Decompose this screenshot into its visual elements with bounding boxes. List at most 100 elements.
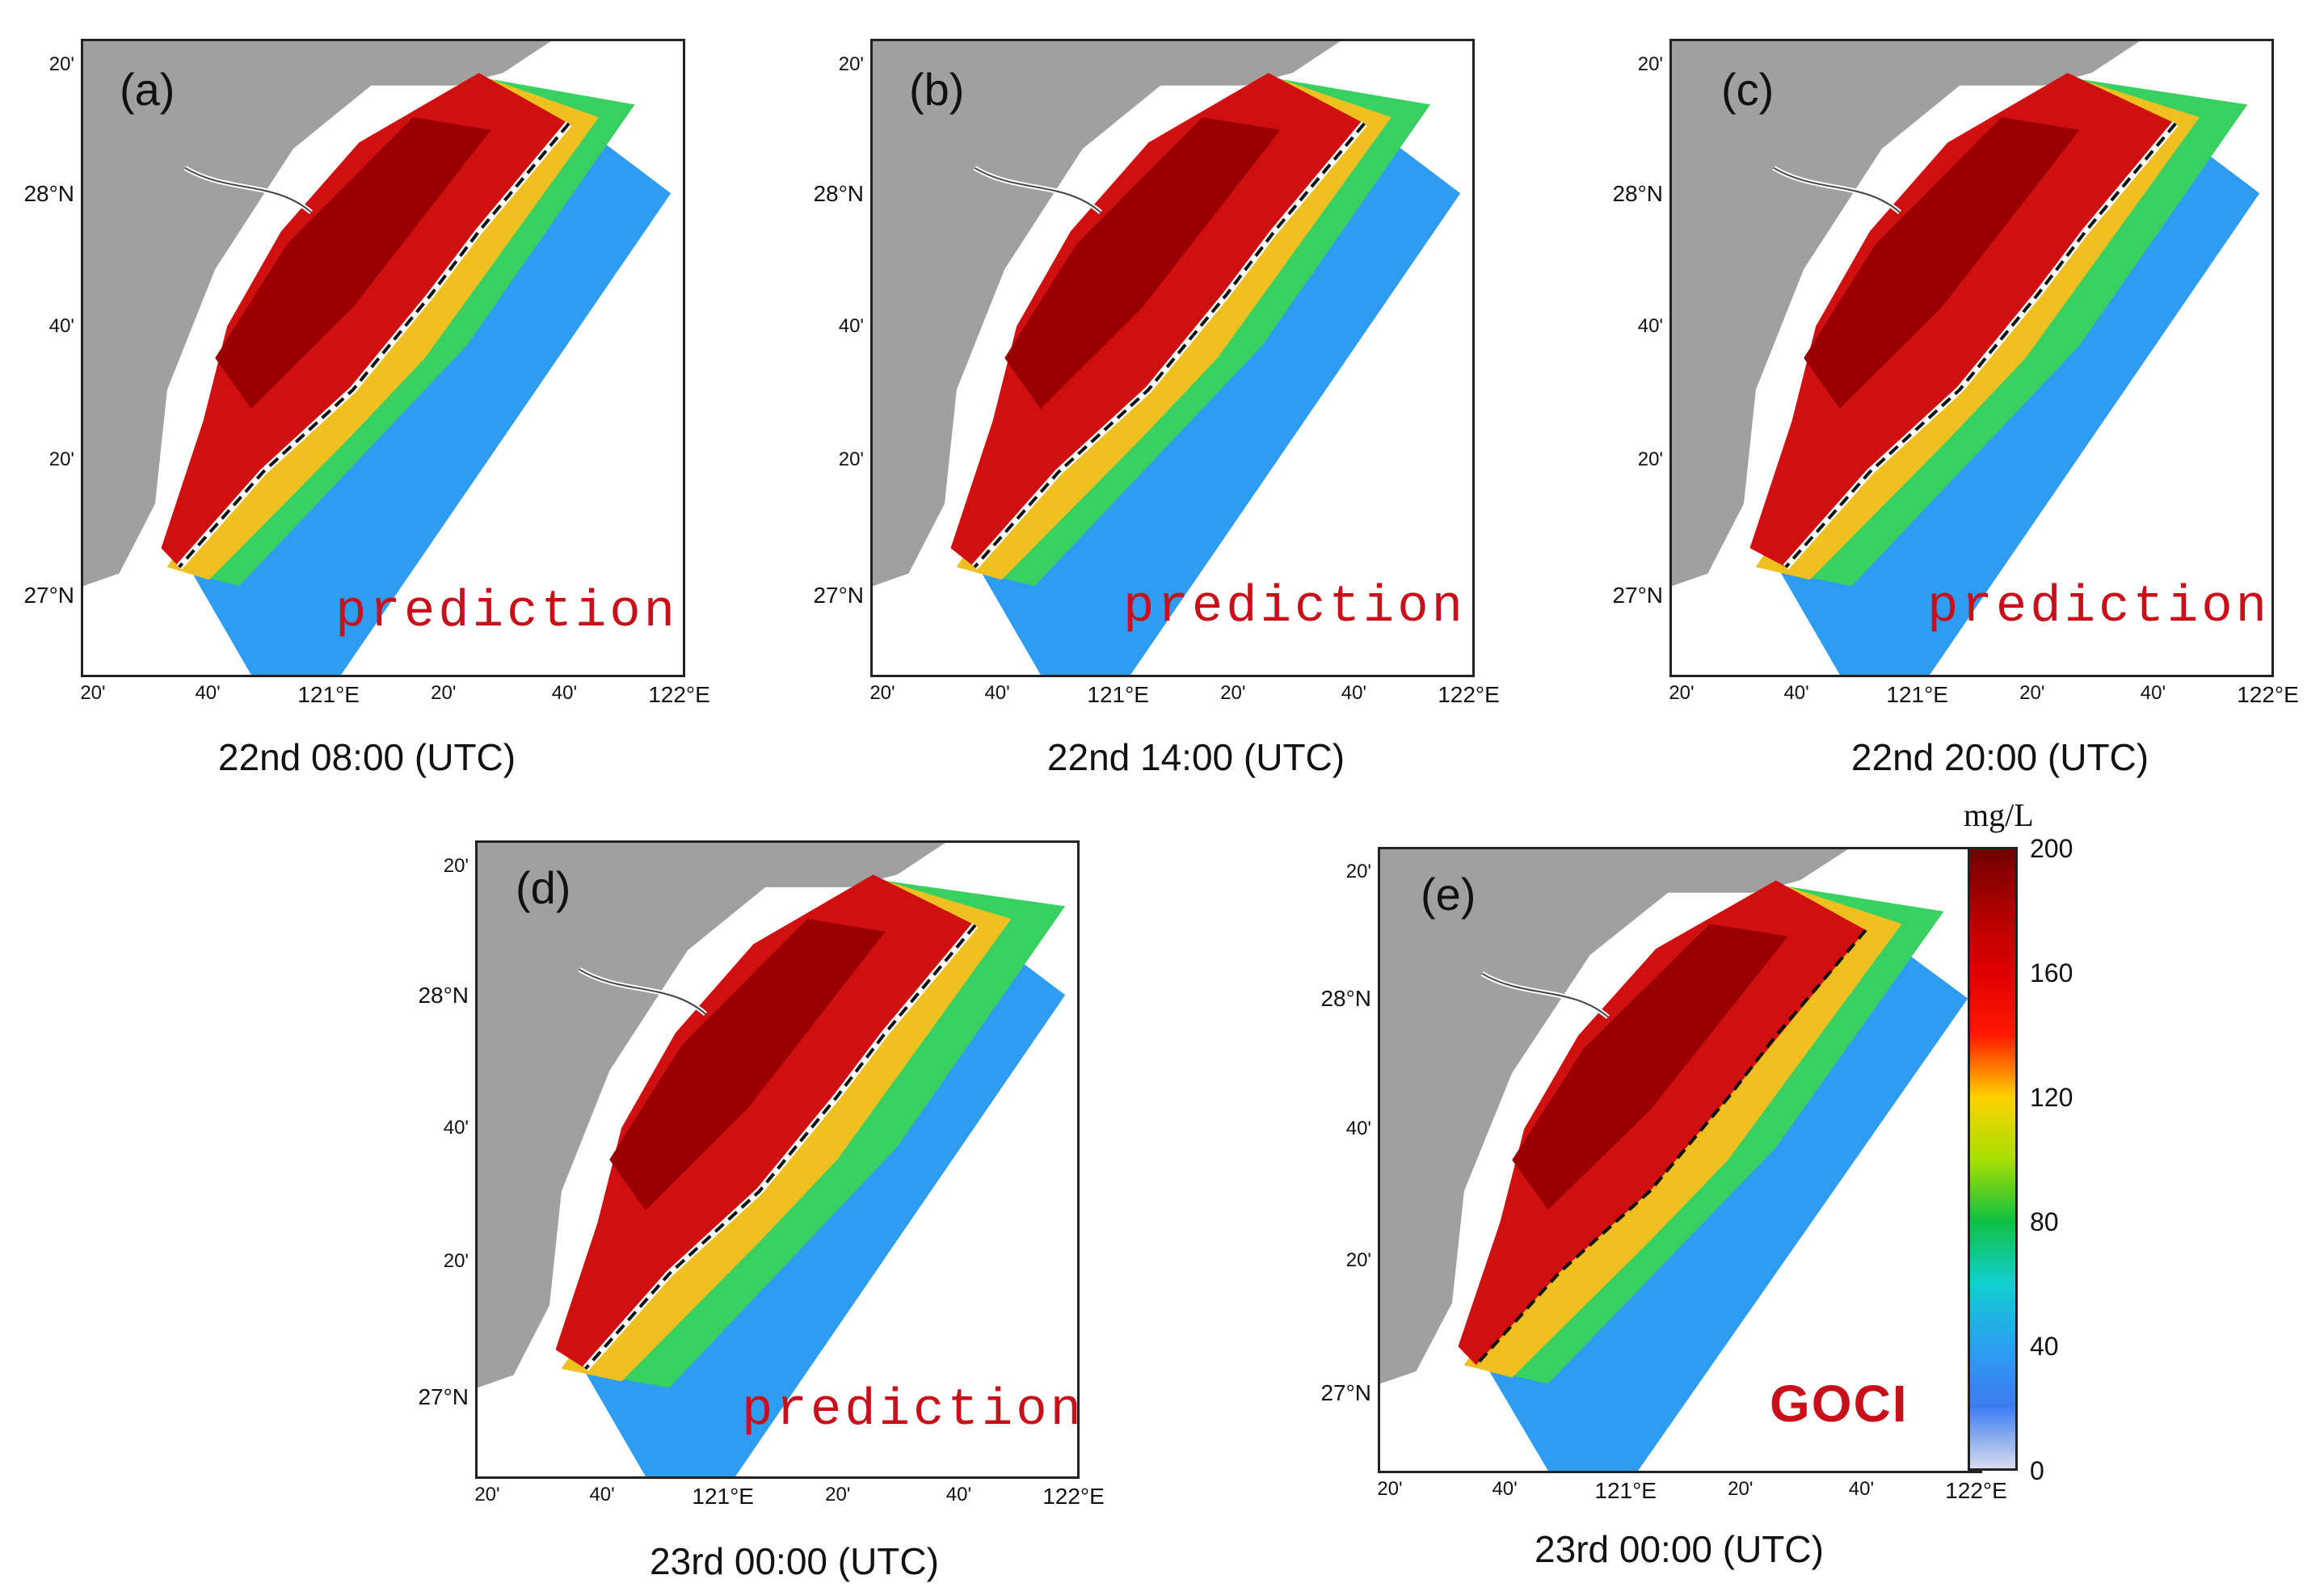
mode-label-a: prediction [335,583,679,642]
caption-e: 23rd 00:00 (UTC) [1535,1528,1824,1570]
lat-tick-label: 40' [1637,314,1663,337]
map-b [870,39,1475,677]
caption-b: 22nd 14:00 (UTC) [1046,736,1345,778]
lat-tick-label: 20' [838,448,864,471]
lat-tick-label: 20' [1345,861,1371,882]
caption-c: 22nd 20:00 (UTC) [1850,736,2149,778]
lat-tick-label: 27°N [1320,1380,1371,1406]
lat-tick-label: 40' [838,314,864,337]
plume-area [1458,880,1866,1366]
estuary-outline [1773,166,1901,213]
panel-label-e: (e) [1421,869,1476,920]
panel-label-a: (a) [120,64,175,115]
lon-tick-label: 20' [825,1484,851,1505]
lat-tick-label: 28°N [1612,180,1663,206]
lon-tick-label: 40' [551,682,578,704]
lat-tick-label: 27°N [23,583,74,609]
sea-domain [1482,936,1968,1471]
panel-label-c: (c) [1721,64,1775,115]
plume-core [1512,924,1788,1210]
colorbar-tick: 0 [2030,1456,2044,1485]
panel-label-b: (b) [909,64,965,115]
sea-domain [975,129,1461,675]
lat-tick-label: 28°N [1320,986,1371,1011]
lon-tick-label: 122°E [2237,682,2299,707]
colorbar-tick: 80 [2030,1207,2059,1236]
map-canvas [873,41,1461,675]
lat-tick-label: 27°N [418,1384,469,1410]
panel-label-d: (d) [516,862,571,913]
lon-tick-label: 20' [80,682,106,704]
lon-tick-label: 20' [869,682,895,704]
map-canvas [1380,849,1968,1471]
map-canvas [478,843,1066,1476]
lon-tick-label: 20' [1669,682,1695,704]
lat-tick-label: 28°N [23,180,74,206]
estuary-outline [579,968,706,1015]
mode-label-d: prediction [742,1382,1085,1440]
plume-area [1749,73,2176,567]
lat-tick-label: 20' [1637,53,1663,75]
map-c [1669,39,2274,677]
lat-tick-label: 20' [48,448,74,471]
map-canvas [1672,41,2260,675]
lat-tick-label: 40' [48,314,74,337]
lon-tick-label: 40' [1492,1478,1518,1500]
lon-tick-label: 40' [1783,682,1809,704]
lon-tick-label: 40' [195,682,221,704]
colorbar-tick: 160 [2030,958,2073,987]
lon-tick-label: 20' [1377,1478,1403,1500]
lat-tick-label: 20' [1345,1249,1371,1271]
lon-tick-label: 20' [1220,682,1246,704]
mode-label-e: GOCI [1770,1375,1909,1433]
mode-label-c: prediction [1927,579,2271,637]
front-line-dashed [178,122,570,569]
lat-tick-label: 20' [443,1250,469,1273]
lat-tick-label: 40' [443,1116,469,1139]
lon-tick-label: 122°E [648,682,710,707]
lon-tick-label: 20' [431,682,457,704]
sea-domain [185,129,672,675]
map-e [1378,847,1982,1473]
map-a [81,39,685,677]
lon-tick-label: 40' [945,1484,972,1505]
lat-tick-label: 20' [1637,448,1663,471]
front-line-dashed [1784,122,2177,569]
lon-tick-label: 40' [1341,682,1367,704]
lon-tick-label: 20' [474,1484,500,1505]
colorbar-tick: 200 [2030,834,2073,863]
lon-tick-label: 121°E [1087,682,1149,707]
lon-tick-label: 40' [2140,682,2166,704]
front-line-dashed [973,122,1366,569]
lon-tick-label: 122°E [1945,1478,2007,1503]
lat-tick-label: 20' [443,854,469,877]
colorbar-gradient [1968,847,2018,1471]
plume-core [1804,117,2080,409]
lon-tick-label: 40' [1848,1478,1875,1500]
front-line-dashed [1475,929,1867,1366]
caption-d: 23rd 00:00 (UTC) [650,1540,939,1582]
lat-tick-label: 28°N [813,180,864,206]
front-line-dashed [584,924,977,1371]
lon-tick-label: 20' [2019,682,2045,704]
plume-area [950,73,1365,567]
lat-tick-label: 27°N [813,583,864,609]
lat-tick-label: 28°N [418,982,469,1008]
lon-tick-label: 122°E [1042,1484,1105,1509]
lon-tick-label: 20' [1728,1478,1754,1500]
lat-tick-label: 20' [838,53,864,75]
lat-tick-label: 27°N [1612,583,1663,609]
estuary-outline [184,166,312,213]
mode-label-b: prediction [1123,579,1467,637]
lon-tick-label: 121°E [297,682,360,707]
plume-area [161,73,569,567]
lat-tick-label: 40' [1345,1117,1371,1139]
estuary-outline [974,166,1101,213]
map-canvas [83,41,672,675]
lon-tick-label: 121°E [1594,1478,1657,1503]
lon-tick-label: 40' [984,682,1010,704]
estuary-outline [1481,972,1609,1018]
plume-area [555,874,975,1369]
lon-tick-label: 121°E [1886,682,1948,707]
lon-tick-label: 122°E [1438,682,1500,707]
